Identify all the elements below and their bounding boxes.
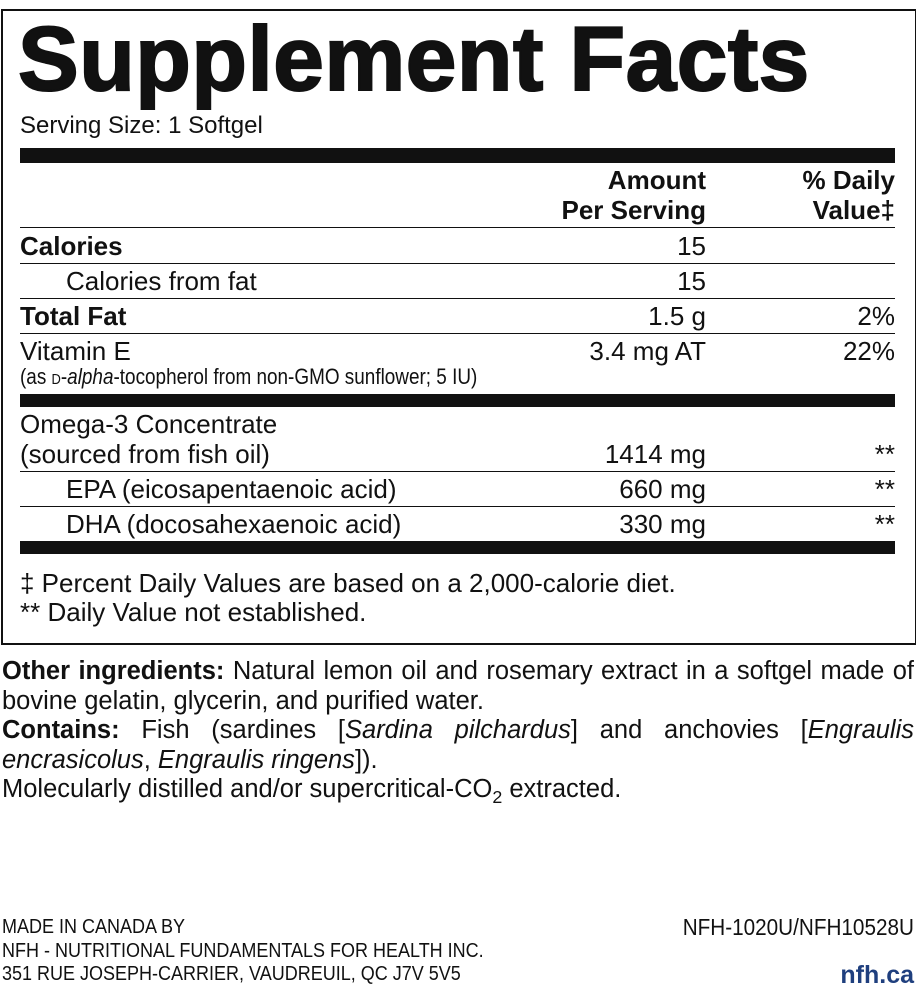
row-main: Calories 15 (20, 231, 895, 261)
footnotes: ‡ Percent Daily Values are based on a 2,… (20, 569, 676, 627)
text-run: - (60, 364, 68, 389)
nutrient-name: DHA (docosahexaenoic acid) (20, 509, 619, 539)
name-line: Calories from fat (66, 266, 257, 296)
title: Supplement Facts (17, 9, 810, 110)
label: Contains: (2, 716, 120, 744)
footnote: ** Daily Value not established. (20, 597, 367, 627)
nutrient-row: DHA (docosahexaenoic acid) 330 mg ** (20, 507, 895, 554)
row-main: Vitamin E 3.4 mg AT 22% (20, 336, 895, 366)
header-line: Value‡ (812, 195, 895, 225)
extraction: Molecularly distilled and/or supercritic… (2, 775, 914, 813)
nutrient-row: Total Fat 1.5 g 2% (20, 299, 895, 334)
column-header: Amount Per Serving % Daily Value‡ (20, 165, 895, 228)
nutrient-row: Calories from fat 15 (20, 264, 895, 299)
text-run: (as (20, 364, 52, 389)
nutrient-name: Vitamin E (20, 336, 589, 366)
name-line: Total Fat (20, 301, 127, 331)
manufacturer: MADE IN CANADA BY NFH - NUTRITIONAL FUNDA… (2, 916, 484, 987)
nutrient-row: Calories 15 (20, 229, 895, 264)
row-main: Calories from fat 15 (20, 266, 895, 296)
row-main: DHA (docosahexaenoic acid) 330 mg ** (20, 509, 895, 539)
contains: Contains: Fish (sardines [Sardina pilcha… (2, 716, 914, 775)
nutrient-name: EPA (eicosapentaenoic acid) (20, 474, 619, 504)
nutrient-name: Total Fat (20, 301, 648, 331)
nutrient-row: EPA (eicosapentaenoic acid) 660 mg ** (20, 472, 895, 507)
product-codes: NFH-1020U/NFH10528U (682, 914, 914, 940)
other-ingredients: Other ingredients: Natural lemon oil and… (2, 657, 914, 716)
text-run: alpha (67, 364, 114, 389)
text-run: Engraulis encrasicolus (2, 716, 915, 774)
header-line: Per Serving (561, 195, 706, 225)
text-run: extracted. (502, 775, 622, 803)
amount: 330 mg (619, 509, 706, 539)
maker-line: 351 RUE JOSEPH-CARRIER, VAUDREUIL, QC J7… (2, 963, 461, 985)
row-main: Omega-3 Concentrate (sourced from fish oi… (20, 409, 895, 469)
daily-value: 22% (842, 336, 895, 366)
daily-value: 2% (857, 301, 895, 331)
text-run: Engraulis ringens (157, 745, 355, 774)
nutrient-rows: Calories 15 Calories from fat 15 Total Fat 1.… (20, 229, 895, 554)
name-line: Omega-3 Concentrate (20, 409, 278, 439)
row-main: EPA (eicosapentaenoic acid) 660 mg ** (20, 474, 895, 504)
name-line: (sourced from fish oil) (20, 439, 270, 469)
name-line: DHA (docosahexaenoic acid) (66, 509, 402, 539)
maker-line: NFH - NUTRITIONAL FUNDAMENTALS FOR HEALT… (2, 939, 484, 962)
ingredients: Other ingredients: Natural lemon oil and… (2, 657, 914, 813)
text-run: Sardina pilchardus (345, 716, 571, 744)
text-run: ]). (354, 745, 378, 774)
text-run: d (51, 364, 61, 389)
amount: 15 (677, 266, 706, 296)
name-line: Vitamin E (20, 336, 131, 366)
text-run: ] and anchovies [ (570, 716, 808, 744)
nutrient-name: Calories from fat (20, 266, 677, 296)
serving-size: Serving Size: 1 Softgel (20, 112, 263, 139)
daily-value: ** (874, 474, 895, 504)
text-run: 2 (492, 787, 503, 808)
website: nfh.ca (840, 961, 914, 989)
text-run: , (143, 745, 158, 774)
maker-line: MADE IN CANADA BY (2, 916, 186, 938)
footnote: ‡ Percent Daily Values are based on a 2,… (20, 568, 676, 598)
row-main: Total Fat 1.5 g 2% (20, 301, 895, 331)
nutrient-row: Omega-3 Concentrate (sourced from fish oi… (20, 407, 895, 472)
text: Natural lemon oil and rosemary extract i… (2, 657, 914, 715)
daily-value: ** (874, 509, 895, 539)
nutrient-note: (as d-alpha-tocopherol from non-GMO sunf… (20, 366, 773, 392)
header-line: % Daily (802, 165, 896, 195)
amount-header: Amount Per Serving (561, 165, 706, 225)
name-line: EPA (eicosapentaenoic acid) (66, 474, 397, 504)
amount: 1.5 g (648, 301, 706, 331)
name-line: Calories (20, 231, 123, 261)
amount: 660 mg (619, 474, 706, 504)
amount: 1414 mg (604, 439, 706, 469)
amount: 15 (677, 231, 706, 261)
text-run: Fish (sardines [ (141, 716, 345, 744)
text-run: Molecularly distilled and/or supercritic… (2, 775, 493, 803)
label: Other ingredients: (2, 657, 225, 685)
dv-header: % Daily Value‡ (803, 165, 896, 225)
nutrient-name: Omega-3 Concentrate (sourced from fish oi… (20, 409, 605, 469)
nutrient-row: Vitamin E 3.4 mg AT 22% (as d-alpha-tocophe… (20, 334, 895, 407)
thick-rule (20, 148, 895, 163)
header-line: Amount (607, 165, 706, 195)
amount: 3.4 mg AT (589, 336, 706, 366)
text-run: -tocopherol from non-GMO sunflower; 5 IU… (113, 364, 478, 389)
nutrient-name: Calories (20, 231, 677, 261)
daily-value: ** (874, 439, 895, 469)
